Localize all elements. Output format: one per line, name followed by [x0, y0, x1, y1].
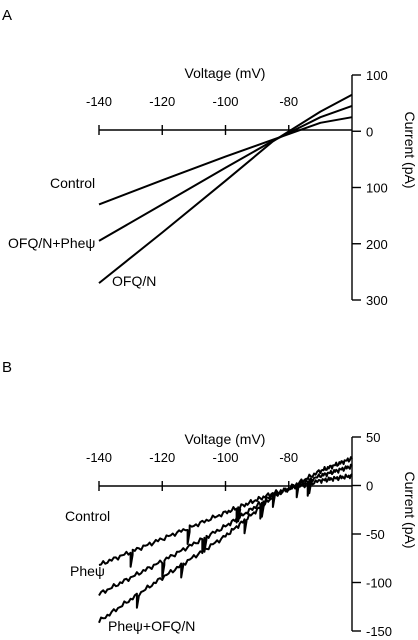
y-tick-label: 300 [366, 293, 388, 308]
y-tick-label: 0 [366, 479, 373, 494]
series-label-3: Pheψ+OFQ/N [108, 618, 195, 634]
x-tick-label: -100 [212, 450, 238, 465]
panel-label-b: B [2, 359, 12, 376]
x-tick-label: -120 [149, 94, 175, 109]
series-trace-3 [98, 93, 353, 284]
x-tick-label: -100 [212, 94, 238, 109]
x-tick-label: -80 [279, 94, 298, 109]
y-tick-label: 100 [366, 181, 388, 196]
series-label-1: Control [65, 508, 110, 524]
x-tick-label: -140 [86, 450, 112, 465]
series-label-1: Control [50, 175, 95, 191]
series-trace-2 [98, 104, 353, 242]
series-trace-1 [98, 116, 353, 206]
series-trace-2 [98, 463, 353, 597]
x-axis-title-b: Voltage (mV) [185, 431, 266, 447]
panel-label-a: A [2, 7, 12, 24]
y-axis-title-b: Current (pA) [402, 471, 418, 548]
y-axis-title-a: Current (pA) [402, 111, 418, 188]
x-tick-label: -140 [86, 94, 112, 109]
panel-a: A Voltage (mV) Current (pA) -140 -120 -100… [2, 7, 418, 308]
y-tick-label: -50 [366, 527, 385, 542]
panel-b: B Voltage (mV) Current (pA) -140 -120 -100… [2, 359, 418, 639]
y-tick-label: 100 [366, 68, 388, 83]
x-tick-label: -120 [149, 450, 175, 465]
y-tick-label: 200 [366, 237, 388, 252]
y-tick-label: 0 [366, 124, 373, 139]
y-tick-label: -150 [366, 624, 392, 639]
series-label-2: Pheψ [70, 563, 105, 579]
series-label-3: OFQ/N [112, 273, 156, 289]
series-trace-1 [98, 473, 353, 568]
series-trace-3 [98, 456, 353, 624]
y-tick-label: -100 [366, 576, 392, 591]
series-label-2: OFQ/N+Pheψ [8, 235, 95, 251]
x-tick-label: -80 [279, 450, 298, 465]
x-axis-title-a: Voltage (mV) [185, 65, 266, 81]
y-tick-label: 50 [366, 430, 380, 445]
